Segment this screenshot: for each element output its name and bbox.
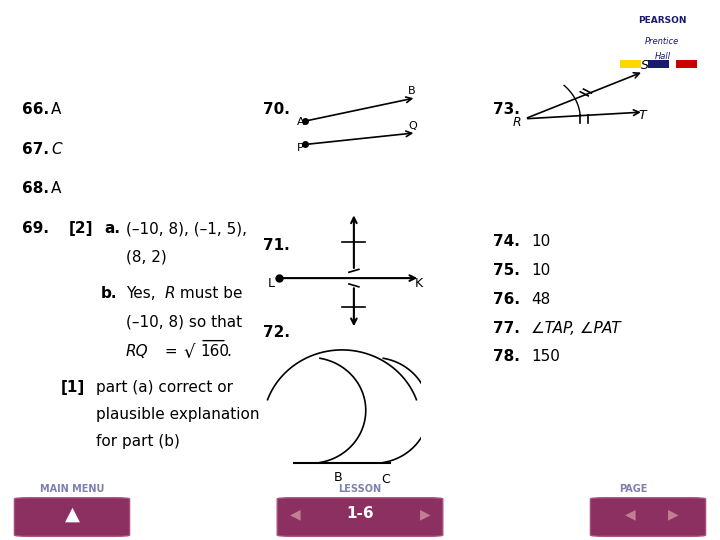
Text: GEOMETRY LESSON 1-6: GEOMETRY LESSON 1-6	[14, 51, 142, 60]
Bar	[621, 60, 641, 68]
Text: MAIN MENU: MAIN MENU	[40, 484, 104, 494]
Text: .: .	[227, 344, 232, 359]
Text: L: L	[268, 277, 275, 290]
Text: A: A	[51, 181, 61, 196]
Text: 68.: 68.	[22, 181, 48, 196]
Text: part (a) correct or: part (a) correct or	[96, 380, 233, 395]
Text: R: R	[164, 286, 175, 301]
Text: for part (b): for part (b)	[96, 434, 179, 449]
Text: Yes,: Yes,	[126, 286, 161, 301]
Text: ▶: ▶	[668, 507, 678, 521]
Text: K: K	[415, 277, 423, 290]
FancyBboxPatch shape	[590, 498, 706, 536]
Text: B: B	[334, 471, 343, 484]
Text: Student Edition Answers: Student Edition Answers	[11, 76, 204, 89]
Text: 10: 10	[531, 234, 551, 249]
Text: (–10, 8), (–1, 5),: (–10, 8), (–1, 5),	[126, 221, 247, 236]
Text: C: C	[51, 143, 62, 158]
Text: ◀: ◀	[290, 507, 300, 521]
Text: b.: b.	[101, 286, 117, 301]
Text: ▶: ▶	[420, 507, 430, 521]
FancyBboxPatch shape	[277, 498, 443, 536]
Text: PAGE: PAGE	[619, 484, 648, 494]
Text: Prentice: Prentice	[645, 37, 680, 46]
Text: 73.: 73.	[493, 102, 520, 117]
Text: LESSON: LESSON	[338, 484, 382, 494]
Text: 77.: 77.	[493, 321, 520, 336]
Text: 10: 10	[531, 263, 551, 278]
Text: 70.: 70.	[263, 102, 289, 117]
Text: ▲: ▲	[65, 504, 79, 523]
Text: 69.: 69.	[22, 221, 48, 236]
Text: 71.: 71.	[263, 238, 289, 253]
Text: ∠TAP, ∠PAT: ∠TAP, ∠PAT	[531, 321, 621, 336]
Text: a.: a.	[104, 221, 120, 236]
Text: (–10, 8) so that: (–10, 8) so that	[126, 315, 242, 330]
Text: 76.: 76.	[493, 292, 521, 307]
Text: 48: 48	[531, 292, 551, 307]
Text: =: =	[160, 344, 182, 359]
Text: S: S	[641, 59, 649, 72]
Text: PEARSON: PEARSON	[638, 16, 687, 25]
Text: R: R	[512, 116, 521, 129]
Text: T: T	[639, 109, 647, 122]
Text: C: C	[382, 473, 390, 486]
Text: 160: 160	[200, 344, 229, 359]
Bar	[677, 60, 697, 68]
Text: 75.: 75.	[493, 263, 520, 278]
Text: 66.: 66.	[22, 102, 49, 117]
FancyBboxPatch shape	[14, 498, 130, 536]
Text: √: √	[184, 344, 195, 362]
Text: must be: must be	[175, 286, 243, 301]
Text: The Coordinate Plane: The Coordinate Plane	[14, 21, 318, 45]
Bar	[649, 60, 669, 68]
Text: Q: Q	[408, 122, 417, 131]
Text: [1]: [1]	[61, 380, 86, 395]
Text: P: P	[297, 144, 304, 153]
Text: 1-6: 1-6	[346, 507, 374, 522]
Text: RQ: RQ	[126, 344, 148, 359]
Text: 74.: 74.	[493, 234, 520, 249]
Text: plausible explanation: plausible explanation	[96, 407, 259, 422]
Text: 150: 150	[531, 349, 560, 364]
Text: B: B	[408, 86, 416, 96]
Text: [2]: [2]	[68, 221, 93, 236]
Text: (8, 2): (8, 2)	[126, 250, 167, 265]
Text: 67.: 67.	[22, 143, 48, 158]
Text: A: A	[51, 102, 61, 117]
Text: A: A	[297, 117, 305, 126]
Text: 78.: 78.	[493, 349, 520, 364]
Text: Hall: Hall	[654, 52, 670, 61]
Text: ◀: ◀	[625, 507, 635, 521]
Text: 72.: 72.	[263, 325, 289, 340]
